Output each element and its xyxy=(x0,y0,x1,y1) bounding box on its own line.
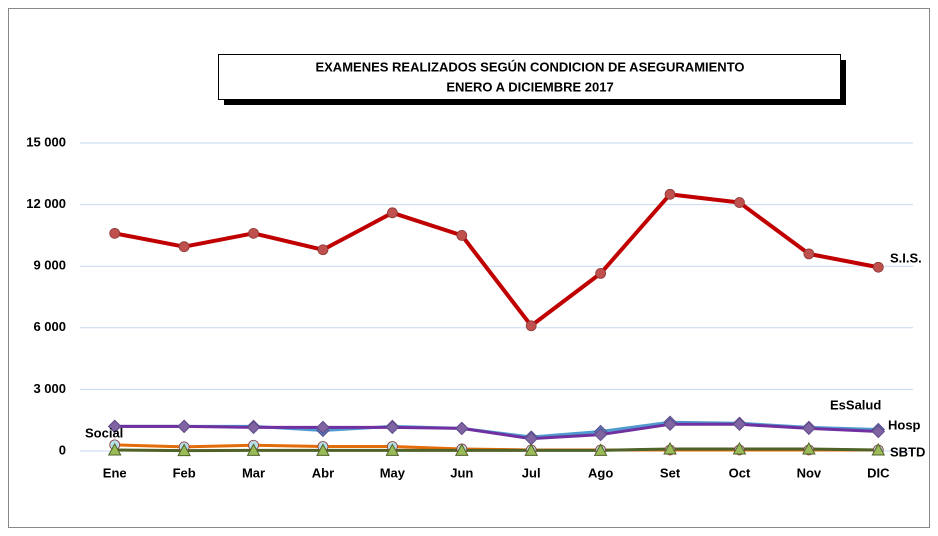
marker xyxy=(109,227,121,239)
marker xyxy=(385,443,400,456)
series-label: SBTD xyxy=(890,444,925,459)
x-tick-label: Ago xyxy=(588,465,613,480)
chart-title: ENERO A DICIEMBRE 2017 xyxy=(446,79,613,94)
marker xyxy=(871,442,886,456)
marker xyxy=(525,320,537,332)
marker xyxy=(108,419,122,434)
y-tick-label: 9 000 xyxy=(33,258,66,273)
x-tick-label: May xyxy=(380,465,406,480)
series-line xyxy=(114,447,879,453)
x-tick-label: DIC xyxy=(867,465,890,480)
marker xyxy=(246,420,261,435)
marker xyxy=(177,443,191,457)
marker xyxy=(871,424,885,439)
marker xyxy=(802,441,816,455)
marker xyxy=(664,188,676,200)
series-label: EsSalud xyxy=(830,397,881,412)
marker xyxy=(246,443,261,456)
y-tick-label: 0 xyxy=(59,442,66,457)
x-tick-label: Ene xyxy=(103,465,127,480)
series-label: Social xyxy=(85,425,123,440)
x-tick-label: Oct xyxy=(729,465,751,480)
x-tick-label: Mar xyxy=(242,465,265,480)
marker xyxy=(524,443,539,456)
chart-title: EXAMENES REALIZADOS SEGÚN CONDICION DE A… xyxy=(315,59,744,74)
marker xyxy=(456,229,468,241)
marker xyxy=(316,443,330,456)
marker xyxy=(663,441,677,455)
x-tick-label: Set xyxy=(660,465,681,480)
marker xyxy=(802,421,816,436)
x-tick-label: Jul xyxy=(522,465,541,480)
marker xyxy=(248,227,259,239)
marker xyxy=(663,417,677,432)
x-tick-label: Jun xyxy=(450,465,473,480)
marker xyxy=(593,443,608,456)
x-tick-label: Nov xyxy=(797,465,822,480)
x-tick-label: Abr xyxy=(312,465,334,480)
series-line xyxy=(114,192,879,328)
marker xyxy=(803,248,815,260)
marker xyxy=(595,267,607,279)
marker xyxy=(317,244,329,256)
y-tick-label: 6 000 xyxy=(33,319,66,334)
marker xyxy=(107,442,122,456)
marker xyxy=(872,261,884,273)
marker xyxy=(178,241,190,253)
marker xyxy=(732,417,747,432)
marker xyxy=(734,197,745,208)
marker xyxy=(454,443,469,456)
marker xyxy=(177,419,191,434)
marker xyxy=(593,427,608,442)
series-label: S.I.S. xyxy=(890,250,922,265)
marker xyxy=(386,207,398,219)
y-tick-label: 15 000 xyxy=(26,134,66,149)
series-line xyxy=(114,422,879,441)
marker xyxy=(385,420,400,435)
marker xyxy=(732,441,747,455)
marker xyxy=(455,421,469,436)
x-tick-label: Feb xyxy=(173,465,196,480)
title-box xyxy=(218,54,841,100)
series-label: Hosp xyxy=(888,417,921,432)
y-tick-label: 3 000 xyxy=(33,381,66,396)
y-tick-label: 12 000 xyxy=(26,196,66,211)
marker xyxy=(316,420,330,435)
